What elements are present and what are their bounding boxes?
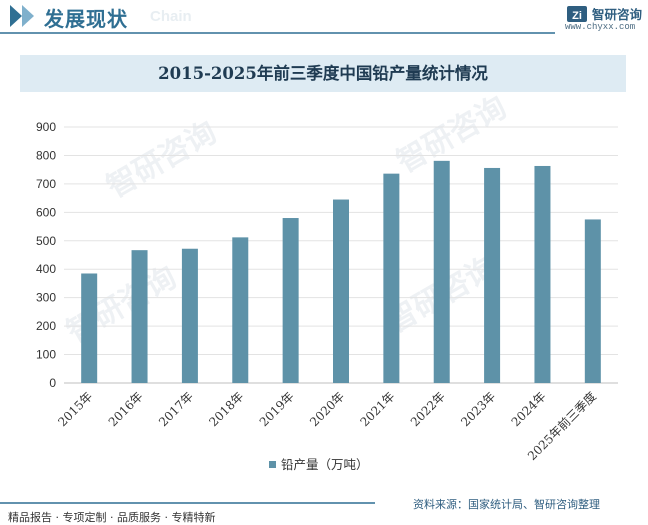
y-tick-label: 700 [36,177,56,191]
y-tick-label: 800 [36,148,56,162]
bar [232,237,249,383]
legend-label: 铅产量（万吨） [281,457,369,472]
y-tick-label: 200 [36,319,56,333]
x-tick-label: 2022年 [408,389,448,429]
svg-text:Zi: Zi [572,10,582,22]
header-bar: Zi 发展现状 Chain 智研咨询 www.chyxx.com [0,0,648,34]
legend-swatch [269,461,276,468]
y-tick-label: 600 [36,205,56,219]
y-tick-label: 100 [36,348,56,362]
bar [484,167,501,383]
bar [131,250,148,383]
bar [433,160,450,383]
y-tick-label: 900 [36,120,56,134]
y-tick-label: 300 [36,291,56,305]
x-tick-label: 2021年 [358,389,398,429]
brand-url: www.chyxx.com [565,22,636,32]
bar [383,173,400,383]
x-tick-label: 2024年 [509,389,549,429]
x-tick-label: 2020年 [307,389,347,429]
source-note: 资料来源：国家统计局、智研咨询整理 [413,498,600,511]
x-tick-label: 2015年 [55,389,95,429]
x-tick-label: 2023年 [458,389,498,429]
footer-tagline: 精品报告 · 专项定制 · 品质服务 · 专精特新 [8,511,216,524]
bar [534,165,551,383]
x-tick-label: 2018年 [206,389,246,429]
section-title: 发展现状 [44,7,128,31]
brand-name: 智研咨询 [592,7,643,22]
bar [81,273,98,383]
section-subtitle: Chain [150,8,192,25]
y-tick-label: 0 [49,376,56,390]
x-tick-label: 2016年 [106,389,146,429]
chart-title-band [20,55,626,92]
bar [181,248,198,383]
footer-divider [0,502,375,504]
y-tick-label: 400 [36,262,56,276]
y-tick-label: 500 [36,234,56,248]
bar [282,218,299,383]
chart-title: 2015-2025年前三季度中国铅产量统计情况 [158,64,488,83]
x-tick-label: 2019年 [257,389,297,429]
x-tick-label: 2017年 [156,389,196,429]
bar [584,219,601,383]
bar [333,199,349,383]
header-decoration-icon: Zi [0,5,587,34]
